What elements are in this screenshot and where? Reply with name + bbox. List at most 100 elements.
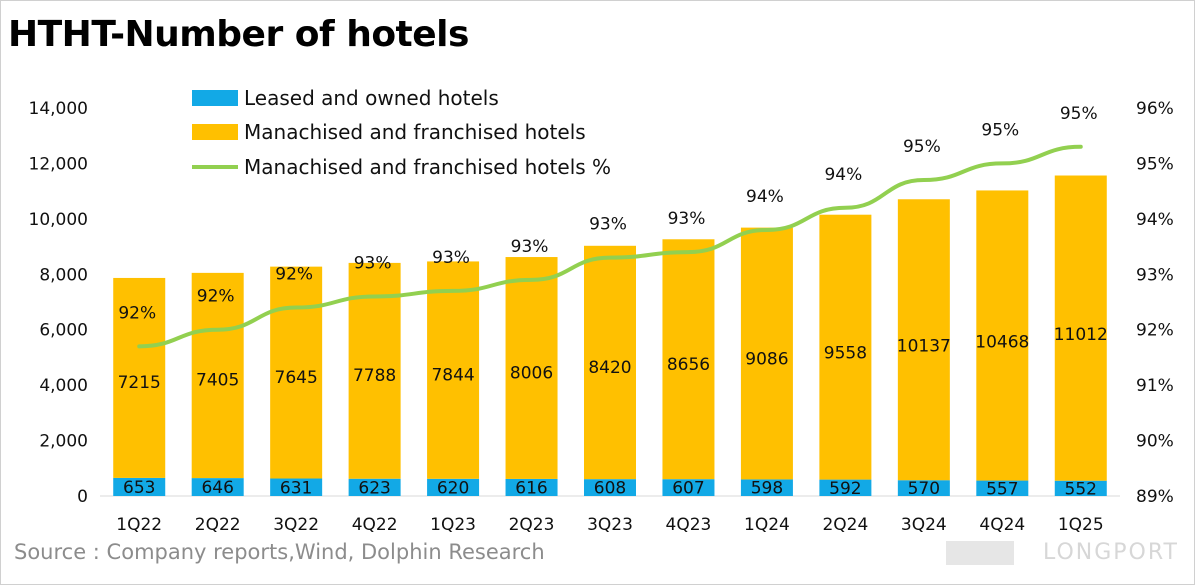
- bar-franchised-value-label: 10468: [975, 332, 1029, 352]
- bar-leased-owned: [819, 479, 872, 496]
- bar-leased-value-label: 598: [751, 479, 783, 499]
- bar-leased-owned: [662, 479, 715, 496]
- bar-manachised-franchised: [740, 227, 793, 480]
- line-point-label: 95%: [903, 137, 941, 157]
- legend-swatch-leased: [192, 90, 238, 106]
- bar-manachised-franchised: [897, 199, 950, 481]
- x-tick-label: 3Q22: [273, 515, 319, 535]
- bar-franchised-value-label: 9086: [745, 350, 788, 370]
- bar-franchised-value-label: 11012: [1054, 325, 1108, 345]
- bar-manachised-franchised: [1054, 175, 1107, 481]
- bar-leased-owned: [113, 477, 166, 496]
- bar-franchised-value-label: 8420: [588, 358, 631, 378]
- bar-leased-value-label: 631: [280, 478, 312, 498]
- y-right-tick-label: 95%: [1136, 154, 1174, 174]
- x-tick-label: 1Q24: [744, 515, 790, 535]
- bar-leased-value-label: 616: [515, 478, 547, 498]
- bar-franchised-value-label: 7645: [275, 368, 318, 388]
- y-left-tick-label: 6,000: [39, 321, 88, 341]
- x-tick-label: 2Q24: [822, 515, 868, 535]
- y-left-tick-label: 0: [77, 487, 88, 507]
- line-point-label: 94%: [824, 165, 862, 185]
- bar-franchised-value-label: 7215: [118, 373, 161, 393]
- bar-leased-owned: [505, 478, 558, 496]
- y-left-tick-label: 8,000: [39, 265, 88, 285]
- bar-leased-owned: [348, 478, 401, 496]
- bar-leased-value-label: 623: [358, 478, 390, 498]
- bar-leased-owned: [584, 479, 636, 496]
- bar-manachised-franchised: [113, 277, 166, 478]
- line-point-label: 93%: [354, 253, 392, 273]
- bar-leased-owned: [427, 478, 480, 496]
- x-tick-label: 2Q22: [195, 515, 241, 535]
- bar-franchised-value-label: 7788: [353, 366, 396, 386]
- y-left-tick-label: 4,000: [39, 376, 88, 396]
- line-point-label: 93%: [668, 209, 706, 229]
- line-point-label: 93%: [589, 215, 627, 235]
- y-left-tick-label: 10,000: [29, 210, 88, 230]
- bar-franchised-value-label: 8656: [667, 355, 710, 375]
- bar-leased-value-label: 607: [672, 479, 704, 499]
- legend-swatch-franchised: [192, 124, 238, 140]
- source-note: Source : Company reports,Wind, Dolphin R…: [14, 540, 545, 564]
- y-right-tick-label: 93%: [1136, 265, 1174, 285]
- y-left-tick-label: 12,000: [29, 154, 88, 174]
- bar-leased-value-label: 570: [908, 479, 940, 499]
- x-tick-label: 4Q24: [979, 515, 1025, 535]
- bar-leased-value-label: 608: [594, 479, 626, 499]
- line-point-label: 92%: [118, 303, 156, 323]
- y-right-tick-label: 94%: [1136, 210, 1174, 230]
- y-right-tick-label: 90%: [1136, 432, 1174, 452]
- x-tick-label: 4Q22: [352, 515, 398, 535]
- y-right-tick-label: 92%: [1136, 321, 1174, 341]
- line-point-label: 93%: [432, 248, 470, 268]
- x-tick-label: 1Q25: [1058, 515, 1104, 535]
- x-tick-label: 4Q23: [666, 515, 712, 535]
- chart-title: HTHT-Number of hotels: [8, 14, 469, 55]
- bar-manachised-franchised: [976, 190, 1029, 481]
- franchised-percent-line: [137, 144, 1083, 349]
- y-right-tick-label: 96%: [1136, 99, 1174, 119]
- bar-leased-owned: [191, 478, 244, 496]
- bar-manachised-franchised: [662, 239, 715, 480]
- bar-leased-owned: [976, 480, 1029, 496]
- bar-franchised-value-label: 10137: [897, 336, 951, 356]
- legend-label-franchised: Manachised and franchised hotels: [244, 120, 586, 144]
- legend-label-leased: Leased and owned hotels: [244, 86, 499, 110]
- bar-leased-value-label: 557: [986, 479, 1018, 499]
- bar-manachised-franchised: [270, 266, 323, 479]
- bar-manachised-franchised: [819, 214, 872, 480]
- bar-franchised-value-label: 7844: [431, 365, 474, 385]
- y-right-tick-label: 89%: [1136, 487, 1174, 507]
- bar-leased-value-label: 653: [123, 478, 155, 498]
- line-point-label: 95%: [981, 120, 1019, 140]
- bar-leased-owned: [897, 480, 950, 496]
- bar-franchised-value-label: 7405: [196, 371, 239, 391]
- y-left-tick-label: 2,000: [39, 432, 88, 452]
- bar-leased-value-label: 592: [829, 479, 861, 499]
- x-tick-label: 1Q22: [116, 515, 162, 535]
- watermark-text: LONGPORT: [1042, 540, 1179, 565]
- bar-leased-owned: [740, 479, 793, 496]
- line-point-label: 93%: [511, 237, 549, 257]
- x-tick-label: 2Q23: [509, 515, 555, 535]
- bar-leased-value-label: 620: [437, 478, 469, 498]
- x-tick-label: 3Q23: [587, 515, 633, 535]
- bar-manachised-franchised: [505, 257, 558, 479]
- bar-leased-value-label: 552: [1065, 479, 1097, 499]
- y-right-tick-label: 91%: [1136, 376, 1174, 396]
- bar-manachised-franchised: [191, 272, 244, 479]
- x-tick-label: 1Q23: [430, 515, 476, 535]
- line-point-label: 92%: [275, 265, 313, 285]
- bar-franchised-value-label: 9558: [824, 343, 867, 363]
- bar-manachised-franchised: [584, 245, 636, 480]
- x-tick-label: 3Q24: [901, 515, 947, 535]
- bar-manachised-franchised: [427, 261, 480, 479]
- watermark-logo: [946, 541, 1014, 565]
- bar-leased-owned: [270, 478, 323, 496]
- line-point-label: 92%: [197, 287, 235, 307]
- legend-label-percent: Manachised and franchised hotels %: [244, 155, 611, 179]
- y-left-tick-label: 14,000: [29, 99, 88, 119]
- line-point-label: 94%: [746, 187, 784, 207]
